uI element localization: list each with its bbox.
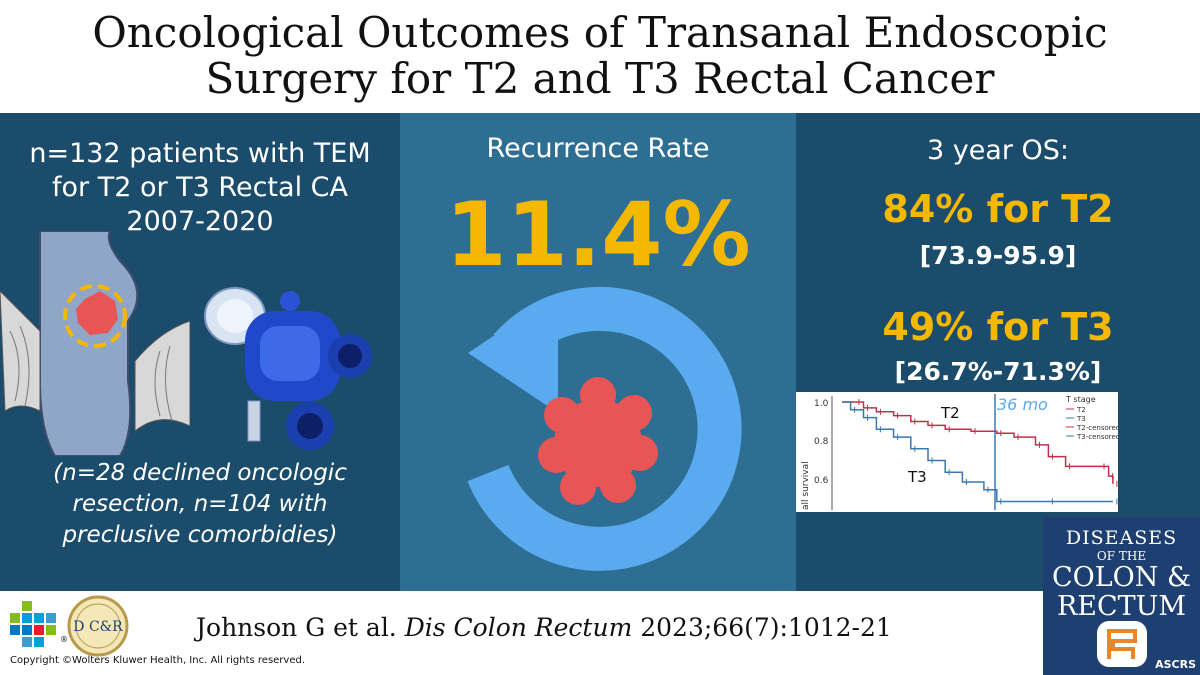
recurrence-panel: Recurrence Rate 11.4%: [400, 113, 796, 591]
km-curve-t2: [842, 401, 1114, 484]
km-y-tick-2: 0.8: [814, 437, 829, 447]
km-y-tick-3: 0.6: [814, 476, 829, 486]
copyright-notice: Copyright ©Wolters Kluwer Health, Inc. A…: [10, 655, 306, 666]
page-title: Oncological Outcomes of Transanal Endosc…: [0, 0, 1200, 113]
citation: Johnson G et al. Dis Colon Rectum 2023;6…: [196, 613, 892, 642]
os-t2-ci: [73.9-95.9]: [919, 241, 1077, 270]
journal-cover: DISEASES OF THE COLON & RECTUM ASCRS: [1043, 517, 1200, 675]
exclusion-note-line-1: (n=28 declined oncologic: [53, 460, 347, 486]
ascrs-badge: ASCRS: [1155, 658, 1196, 671]
wolters-kluwer-logo: [10, 601, 56, 647]
km-y-axis-label: all survival: [801, 461, 811, 510]
km-legend-item-t2-censored: T2-censored: [1076, 424, 1118, 432]
colon-icon: [1097, 621, 1147, 667]
recurrence-label: Recurrence Rate: [486, 133, 710, 164]
citation-journal: Dis Colon Rectum: [404, 613, 633, 642]
title-line-1: Oncological Outcomes of Transanal Endosc…: [92, 8, 1108, 57]
study-info: n=132 patients with TEM for T2 or T3 Rec…: [0, 137, 400, 239]
citation-authors: Johnson G et al.: [196, 613, 405, 642]
km-curve-label-t3: T3: [907, 468, 927, 486]
content-panels: n=132 patients with TEM for T2 or T3 Rec…: [0, 113, 1200, 591]
km-legend-item-t2: T2: [1076, 406, 1086, 414]
km-y-tick-1: 1.0: [814, 399, 829, 409]
journal-title-line-2: OF THE: [1096, 549, 1147, 563]
study-info-line-1: n=132 patients with TEM: [29, 138, 371, 169]
km-legend-item-t3: T3: [1076, 415, 1086, 423]
study-info-line-2: for T2 or T3 Rectal CA: [52, 172, 348, 203]
footer: ® D C&R Johnson G et al. Dis Colon Rectu…: [0, 591, 1200, 675]
registered-mark: ®: [60, 635, 68, 644]
kaplan-meier-plot: all survival 1.0 0.8 0.6 36 mo T2 T3 T s…: [796, 392, 1120, 512]
study-population-panel: n=132 patients with TEM for T2 or T3 Rec…: [0, 113, 400, 591]
km-curve-label-t2: T2: [940, 404, 960, 422]
km-legend-title: T stage: [1065, 395, 1096, 404]
exclusion-note: (n=28 declined oncologic resection, n=10…: [30, 458, 370, 551]
title-line-2: Surgery for T2 and T3 Rectal Cancer: [205, 54, 995, 103]
overall-survival-panel: 3 year OS: 84% for T2 [73.9-95.9] 49% fo…: [796, 113, 1200, 591]
tem-device-illustration: [204, 287, 372, 450]
rectal-anatomy-illustration: [0, 231, 190, 456]
os-t3-ci: [26.7%-71.3%]: [894, 357, 1102, 386]
dcr-journal-logo: D C&R: [67, 595, 129, 657]
km-36mo-marker-label: 36 mo: [997, 395, 1048, 414]
km-curve-t3: [842, 401, 1113, 503]
recurrence-value: 11.4%: [445, 183, 751, 286]
citation-detail: 2023;66(7):1012-21: [632, 613, 892, 642]
os-t3-value: 49% for T3: [882, 305, 1114, 349]
os-label: 3 year OS:: [926, 135, 1070, 166]
os-t2-value: 84% for T2: [882, 187, 1114, 231]
exclusion-note-line-2: resection, n=104 with: [72, 491, 328, 517]
tumor-icon: [538, 377, 658, 505]
recurrence-cycle-icon: [467, 286, 742, 571]
exclusion-note-line-3: preclusive comorbidies): [62, 522, 338, 548]
journal-title-line-1: DISEASES: [1065, 527, 1178, 549]
dcr-logo-letters: D C&R: [73, 619, 123, 635]
journal-title-line-4: RECTUM: [1056, 591, 1187, 622]
km-legend-item-t3-censored: T3-censored: [1076, 433, 1118, 441]
journal-title-line-3: COLON &: [1051, 562, 1192, 593]
